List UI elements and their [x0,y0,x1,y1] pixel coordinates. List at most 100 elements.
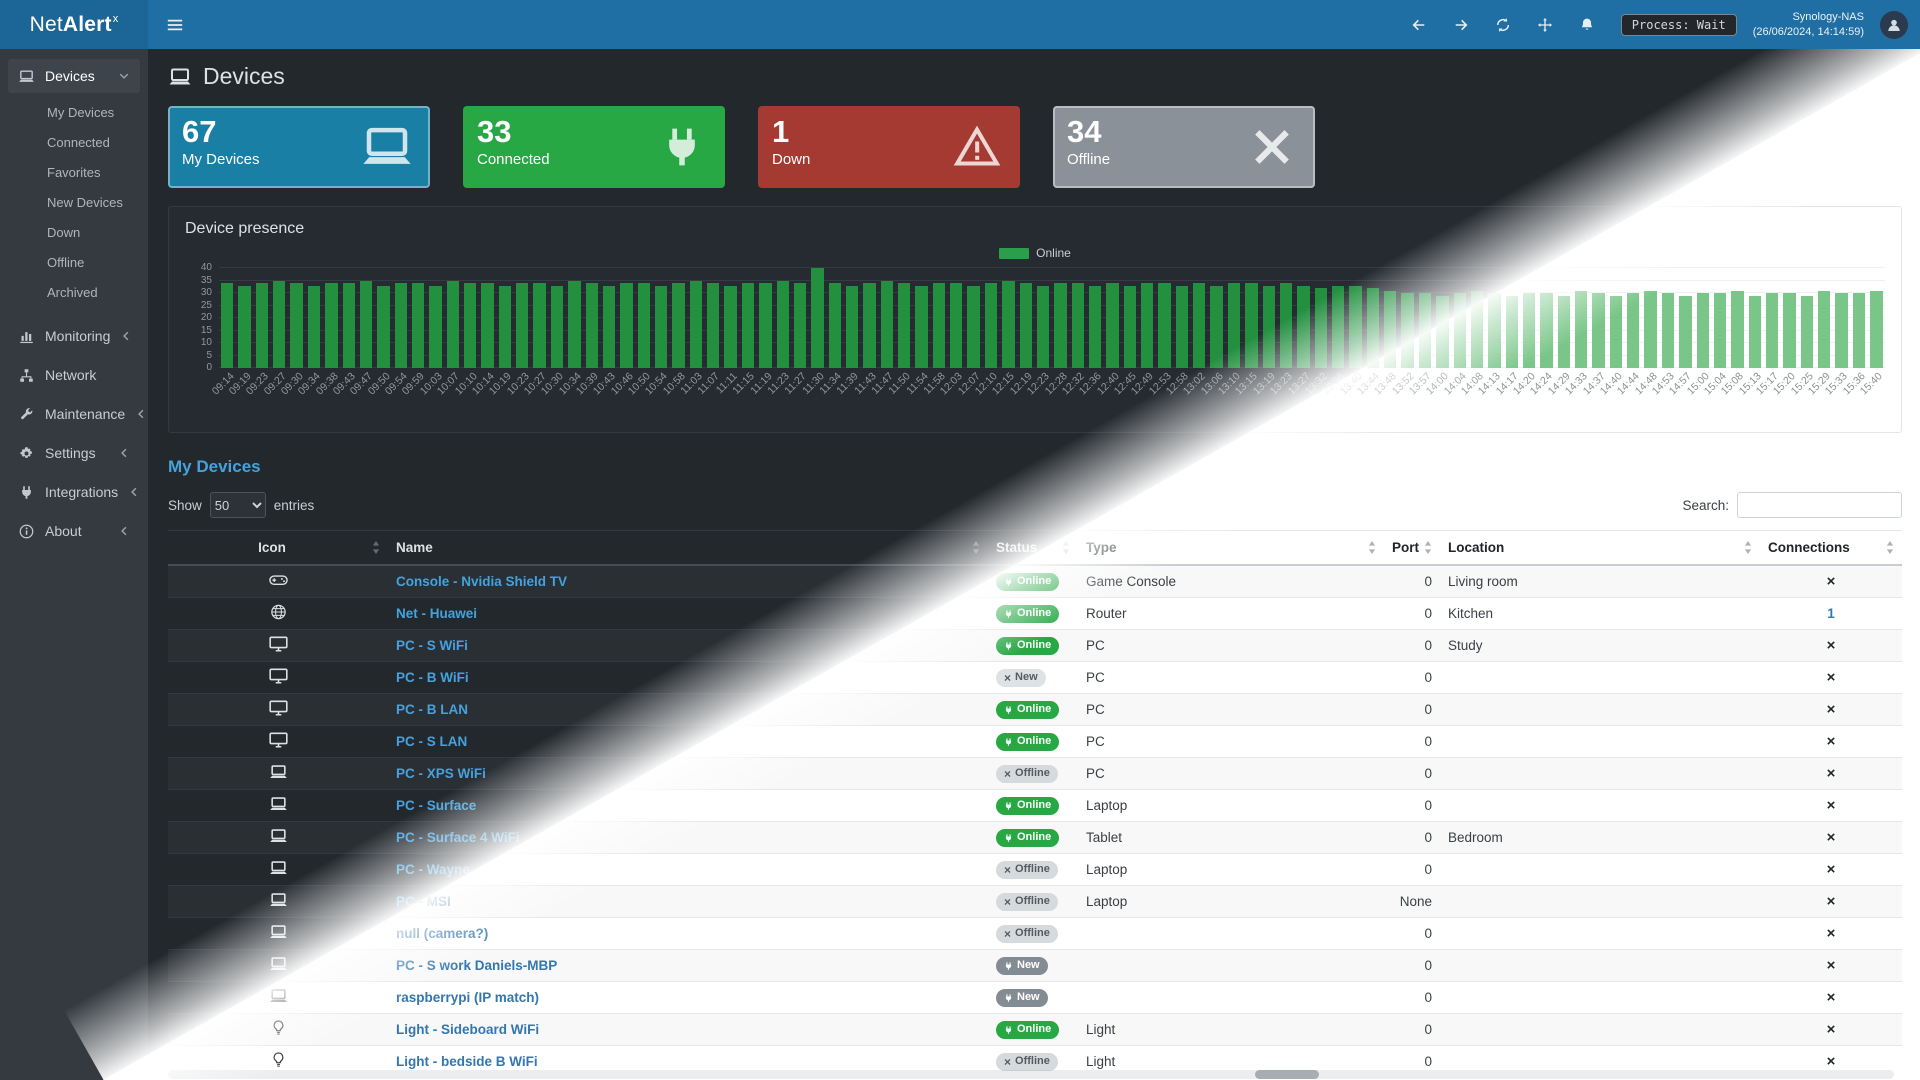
no-connections-mark: × [1826,637,1836,654]
reorder-button[interactable] [1534,14,1556,36]
presence-bar [307,285,321,368]
device-name-link[interactable]: Light - Sideboard WiFi [396,1022,540,1037]
device-name-link[interactable]: raspberrypi (IP match) [396,990,540,1005]
device-location-cell: Living room [1440,564,1760,598]
presence-bar [1332,285,1345,368]
column-header-connections[interactable]: Connections [1760,530,1902,566]
device-name-link[interactable]: PC - Surface [396,798,477,813]
column-header-inner: Type [1086,540,1376,555]
connections-count-link[interactable]: 1 [1827,606,1835,621]
device-name-link[interactable]: PC - S WiFi [396,638,468,653]
device-port-cell: 0 [1384,853,1440,886]
desktop-icon [268,700,288,716]
sidebar-subitem-my-devices[interactable]: My Devices [47,105,115,120]
device-name-link[interactable]: Console - Nvidia Shield TV [396,574,568,589]
sidebar-item-monitoring[interactable]: Monitoring [8,319,140,353]
device-name-cell: null (camera?) [388,917,988,950]
device-name-link[interactable]: PC - B LAN [396,702,468,717]
column-header-icon[interactable]: Icon [168,530,388,566]
device-name-link[interactable]: PC - Surface 4 WiFi [396,830,520,845]
sidebar-subitem-offline[interactable]: Offline [47,255,85,270]
column-header-type[interactable]: Type [1078,530,1384,566]
device-name-link[interactable]: PC - B WiFi [396,670,469,685]
chevron-left-icon [118,447,130,459]
device-icon-cell [168,725,388,758]
device-port-cell: 0 [1384,757,1440,790]
nav-forward-button[interactable] [1450,14,1472,36]
sidebar-item-network[interactable]: Network [8,358,140,392]
presence-bar [1852,293,1866,368]
sidebar-subitem-new-devices[interactable]: New Devices [47,195,123,210]
column-header-name[interactable]: Name [388,530,988,566]
sidebar-item-maintenance[interactable]: Maintenance [8,397,144,431]
device-name-link[interactable]: PC - XPS WiFi [396,766,486,781]
presence-bar [377,285,390,368]
device-port-cell: 0 [1384,725,1440,758]
no-connections-mark: × [1826,701,1836,718]
column-header-port[interactable]: Port [1384,530,1440,566]
notifications-button[interactable] [1576,14,1598,36]
sidebar-subitem-favorites[interactable]: Favorites [47,165,101,180]
device-status-cell: ×Offline [988,853,1078,886]
device-location-cell [1440,981,1760,1014]
table-search-input[interactable] [1737,492,1902,518]
arrow-right-icon [1453,17,1469,33]
status-label: Online [1017,735,1052,747]
y-axis-label: 15 [200,324,212,336]
device-name-link[interactable]: null (camera?) [396,926,489,941]
y-axis-label: 30 [200,287,212,298]
presence-bar [1818,290,1831,368]
presence-bar [1088,285,1102,368]
entries-label: entries [273,497,315,513]
device-name-link[interactable]: Net - Huawei [396,606,478,621]
desktop-icon [268,668,288,684]
sidebar-item-devices[interactable]: Devices [8,59,140,93]
table-horizontal-scrollbar[interactable] [168,1070,1894,1079]
device-name-link[interactable]: PC - Wayne [396,862,470,877]
no-connections-mark: × [1826,797,1836,814]
refresh-button[interactable] [1492,14,1514,36]
presence-bar [1592,293,1605,368]
sidebar-item-about[interactable]: About [8,514,140,548]
status-label: Online [1017,703,1052,715]
device-name-link[interactable]: Light - bedside B WiFi [396,1054,538,1070]
presence-bar [1349,285,1362,368]
no-connections-mark: × [1826,733,1836,750]
no-connections-mark: × [1826,861,1836,878]
user-avatar[interactable] [1880,10,1908,39]
presence-bar [255,283,269,368]
device-connections-cell: × [1760,693,1902,726]
device-icon-cell [168,757,388,790]
page-size-select[interactable]: 50 [209,492,266,518]
app-logo[interactable]: Net Alert x [0,0,148,49]
laptop-icon [269,764,288,780]
device-name-link[interactable]: PC - S LAN [396,734,468,749]
sidebar-subitem-down[interactable]: Down [47,225,81,240]
no-connections-mark: × [1826,669,1836,686]
sidebar-subitem-archived[interactable]: Archived [47,285,98,300]
chevron-left-icon [135,408,147,420]
presence-bar [1870,290,1883,368]
process-status-badge[interactable]: Process: Wait [1620,13,1737,36]
sidebar-item-integrations[interactable]: Integrations [8,475,140,509]
presence-bar [1609,295,1623,368]
nav-back-button[interactable] [1408,14,1430,36]
presence-bar [1158,283,1171,368]
scrollbar-thumb[interactable] [1255,1070,1320,1079]
presence-bar [1800,295,1814,368]
sidebar-toggle-button[interactable] [164,14,186,36]
y-axis-label: 20 [200,312,212,323]
device-name-link[interactable]: PC - S work Daniels-MBP [396,958,558,973]
status-label: Online [1017,831,1052,843]
column-header-location[interactable]: Location [1440,530,1760,566]
gear-icon [18,446,35,461]
column-header-label: Status [996,540,1038,555]
sidebar-item-settings[interactable]: Settings [8,436,140,470]
device-type-cell: Router [1078,597,1384,630]
sidebar-subitem-connected[interactable]: Connected [47,135,110,150]
sidebar-submenu-devices: My Devices Connected Favorites New Devices D… [0,98,148,314]
